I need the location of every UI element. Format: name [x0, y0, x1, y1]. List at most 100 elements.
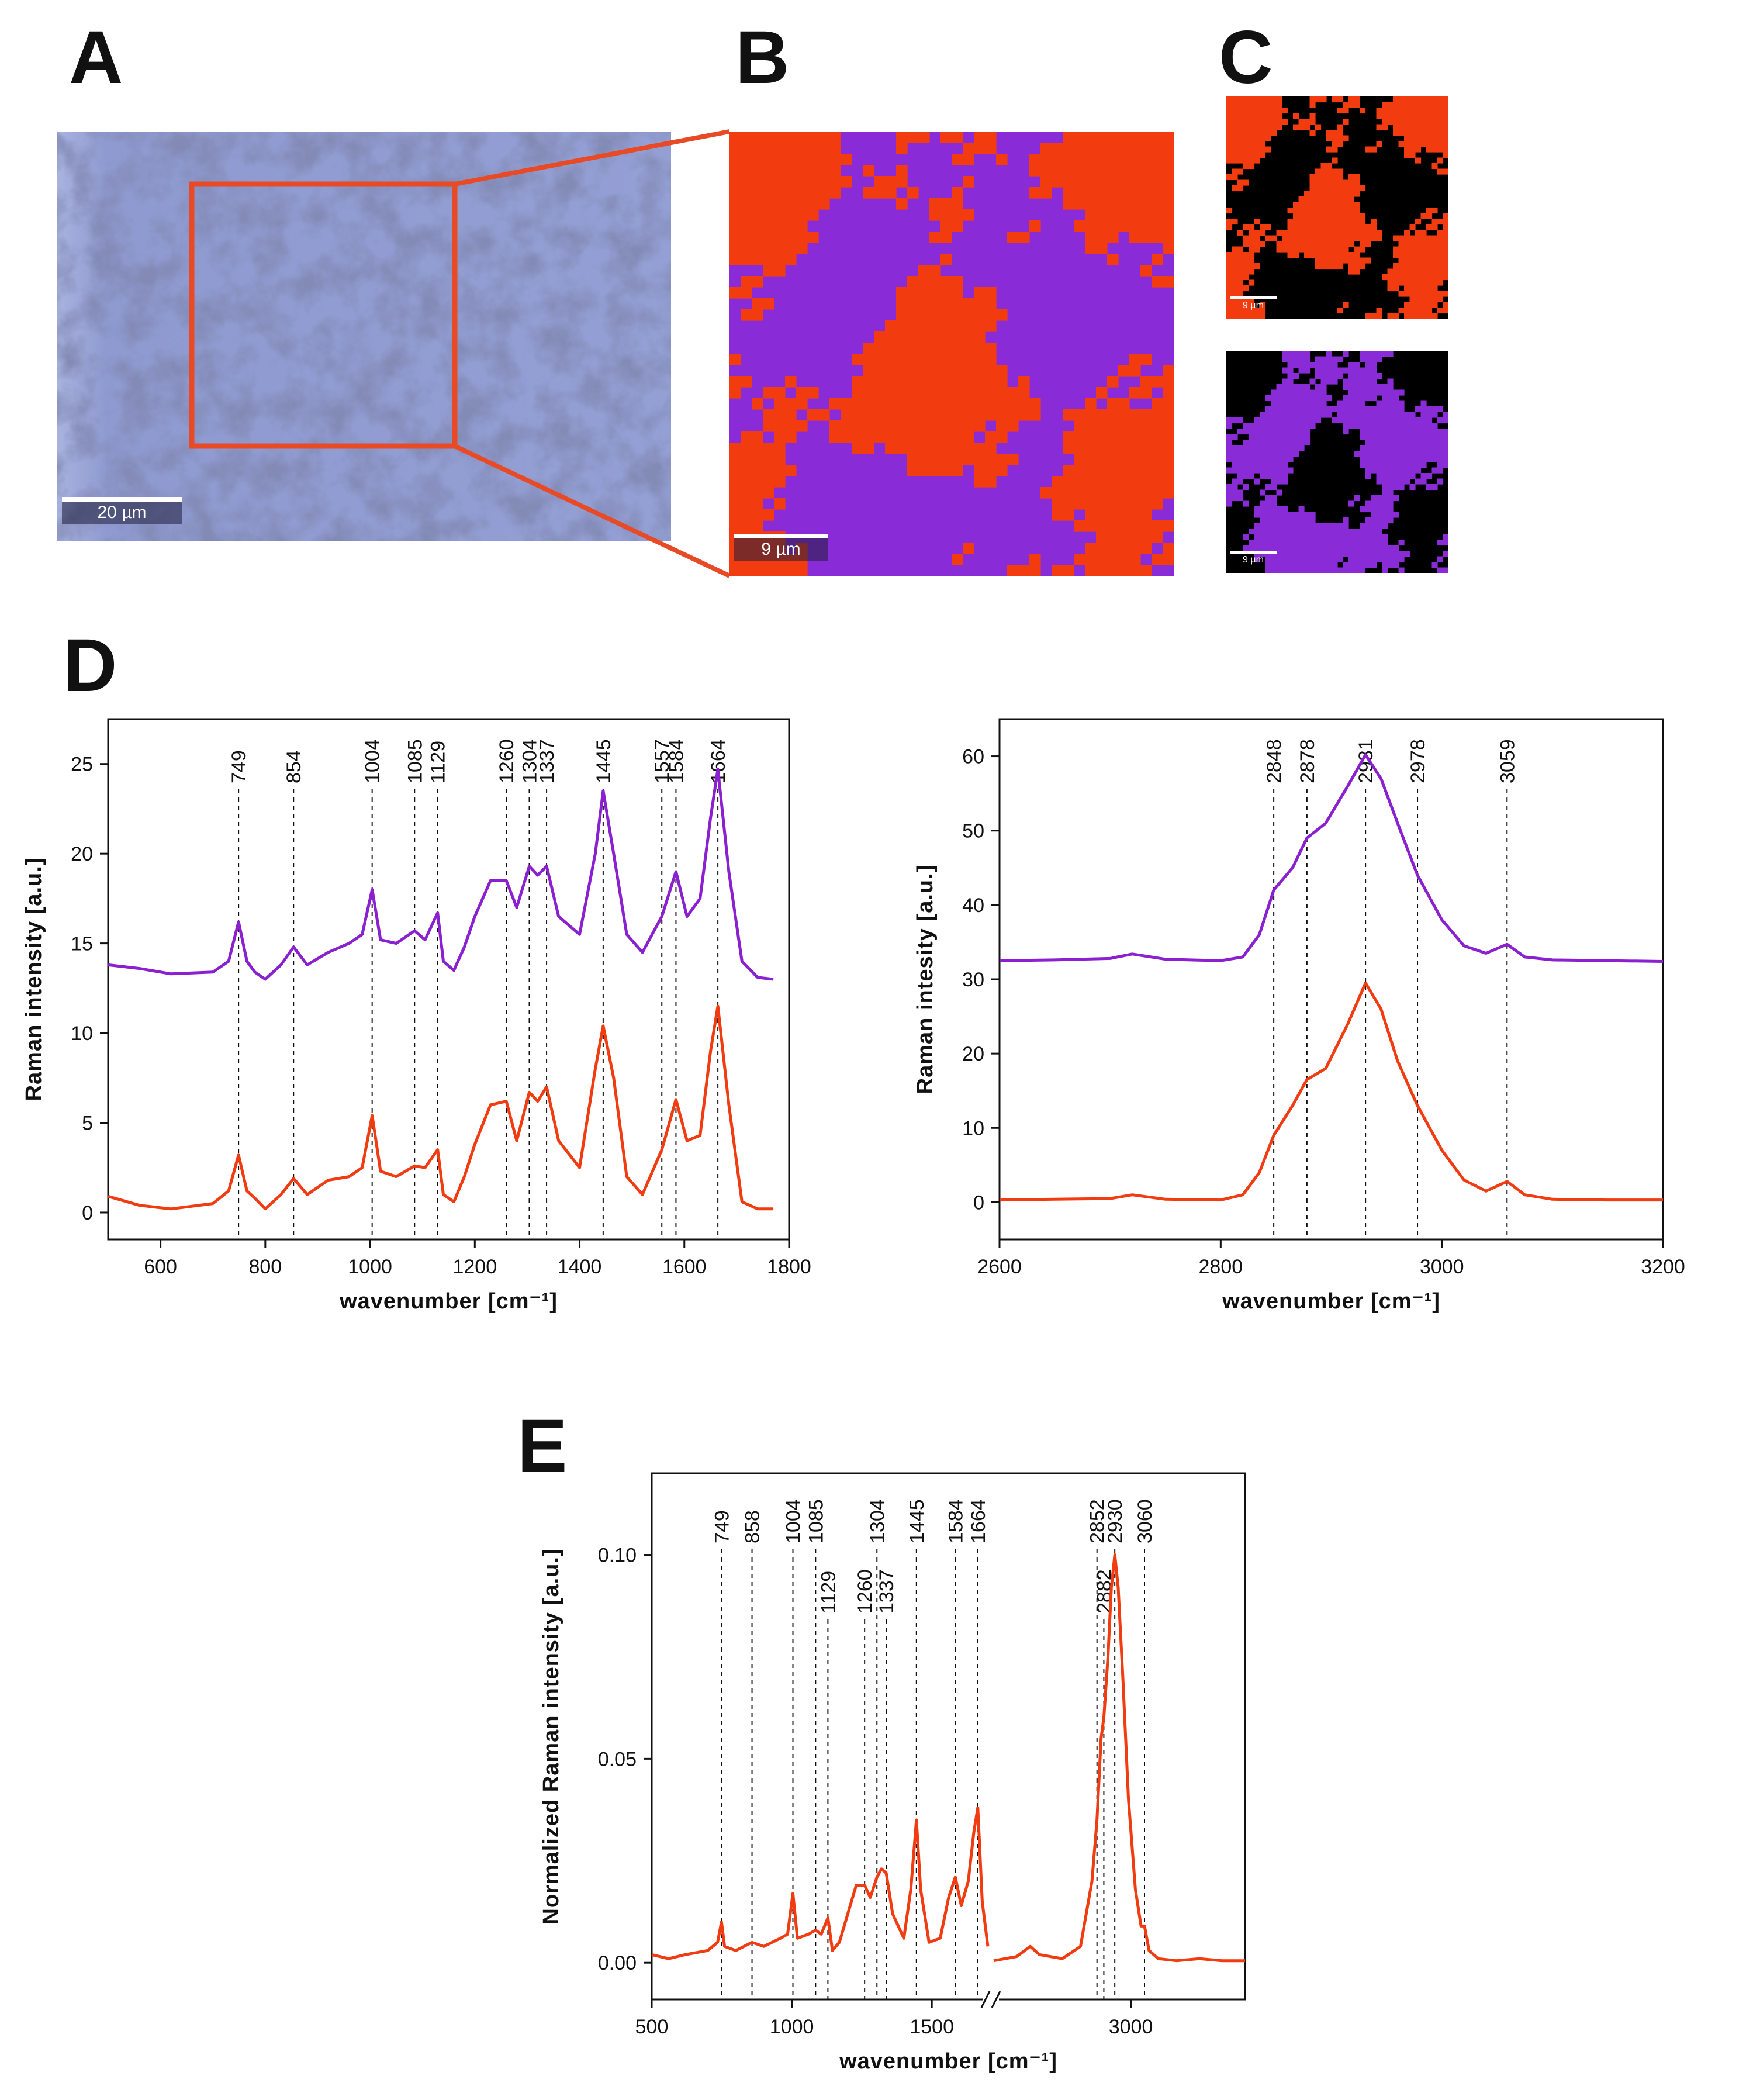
map-pixel	[785, 398, 797, 410]
map-pixel	[1354, 224, 1360, 230]
map-pixel	[1232, 219, 1238, 225]
map-pixel	[885, 376, 897, 388]
map-pixel	[1420, 445, 1427, 451]
map-pixel	[963, 454, 974, 465]
map-pixel	[1443, 108, 1448, 114]
map-pixel	[1393, 445, 1399, 451]
map-pixel	[1265, 506, 1271, 513]
map-pixel	[1360, 241, 1366, 247]
map-pixel	[1398, 246, 1405, 253]
map-pixel	[1298, 517, 1305, 524]
map-pixel	[1085, 565, 1097, 576]
map-pixel	[1437, 467, 1444, 474]
map-pixel	[1382, 384, 1388, 391]
map-pixel	[729, 187, 741, 199]
map-pixel	[918, 365, 930, 377]
map-pixel	[1398, 417, 1405, 424]
map-pixel	[1443, 567, 1448, 573]
map-pixel	[1426, 241, 1433, 247]
map-pixel	[1382, 467, 1388, 474]
map-pixel	[1437, 434, 1444, 440]
map-pixel	[1276, 567, 1282, 573]
map-pixel	[1232, 168, 1238, 175]
map-pixel	[1426, 130, 1433, 136]
peak-label: 3060	[1134, 1499, 1156, 1543]
map-pixel	[1293, 213, 1299, 219]
map-pixel	[1443, 152, 1448, 158]
map-pixel	[1365, 257, 1371, 264]
map-pixel	[1276, 440, 1282, 446]
map-pixel	[1304, 384, 1311, 391]
map-pixel	[974, 409, 986, 421]
map-pixel	[1243, 119, 1249, 125]
map-pixel	[1404, 473, 1410, 479]
map-pixel	[1152, 220, 1163, 232]
map-pixel	[1409, 434, 1416, 440]
map-pixel	[1393, 417, 1399, 424]
map-pixel	[1129, 531, 1141, 543]
map-pixel	[1260, 489, 1266, 496]
map-pixel	[1293, 523, 1299, 529]
map-pixel	[1243, 113, 1249, 119]
map-pixel	[1337, 230, 1344, 236]
map-pixel	[1315, 556, 1322, 562]
map-pixel	[1271, 484, 1277, 491]
peak-label: 2978	[1407, 739, 1429, 783]
map-pixel	[1282, 445, 1288, 451]
peak-label: 854	[283, 750, 305, 783]
zoom-connector-bottom	[454, 444, 731, 578]
map-pixel	[1382, 417, 1388, 424]
map-pixel	[1320, 362, 1327, 368]
map-pixel	[741, 520, 752, 532]
map-pixel	[1315, 257, 1322, 264]
map-pixel	[1343, 367, 1349, 374]
map-pixel	[1420, 400, 1427, 407]
map-pixel	[1243, 96, 1249, 103]
map-pixel	[863, 376, 874, 388]
map-pixel	[1343, 202, 1349, 208]
map-pixel	[1265, 406, 1271, 413]
map-pixel	[1129, 187, 1141, 199]
map-pixel	[1343, 567, 1349, 573]
map-pixel	[1074, 143, 1085, 154]
map-pixel	[1337, 534, 1344, 540]
series-line-red-seg1	[651, 1806, 990, 1960]
map-pixel	[1360, 406, 1366, 413]
x-tick-label: 1200	[452, 1256, 497, 1278]
map-pixel	[874, 387, 886, 399]
map-pixel	[1326, 174, 1333, 181]
map-pixel	[1387, 445, 1394, 451]
map-pixel	[1409, 252, 1416, 258]
map-pixel	[1260, 113, 1266, 119]
map-pixel	[1254, 96, 1260, 103]
map-pixel	[1320, 367, 1327, 374]
map-pixel	[1293, 556, 1299, 562]
map-pixel	[1118, 476, 1130, 488]
map-pixel	[1337, 567, 1344, 573]
map-pixel	[1393, 274, 1399, 281]
map-pixel	[1315, 241, 1322, 247]
map-pixel	[1315, 179, 1322, 186]
map-pixel	[1309, 540, 1316, 546]
map-pixel	[1354, 213, 1360, 219]
y-tick-label: 20	[962, 1043, 984, 1065]
map-pixel	[1074, 431, 1085, 443]
map-pixel	[1249, 252, 1255, 258]
map-pixel	[1029, 187, 1041, 199]
map-pixel	[1254, 102, 1260, 108]
map-pixel	[1437, 235, 1444, 241]
map-pixel	[1232, 296, 1238, 303]
map-pixel	[1096, 454, 1108, 465]
map-pixel	[1271, 562, 1277, 568]
map-pixel	[1007, 387, 1019, 399]
map-pixel	[1431, 451, 1438, 457]
map-pixel	[929, 232, 941, 243]
map-pixel	[1354, 219, 1360, 225]
map-pixel	[1437, 252, 1444, 258]
map-pixel	[1287, 540, 1294, 546]
map-pixel	[885, 431, 897, 443]
map-pixel	[1360, 556, 1366, 562]
map-pixel	[1398, 540, 1405, 546]
map-pixel	[1409, 279, 1416, 286]
map-pixel	[1326, 179, 1333, 186]
